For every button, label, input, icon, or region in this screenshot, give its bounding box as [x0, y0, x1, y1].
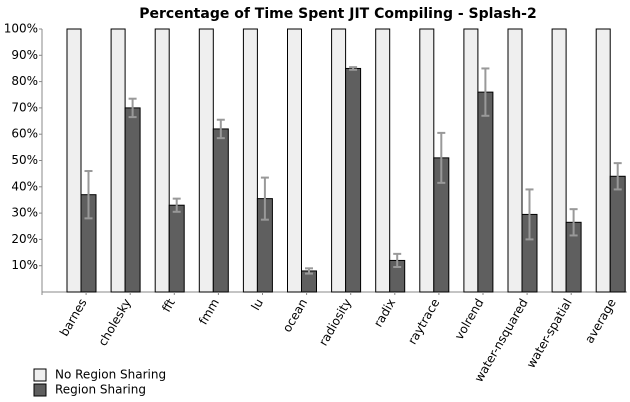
- bar: [212, 128, 229, 293]
- bar: [242, 28, 258, 293]
- y-tick-label: 40%: [11, 179, 38, 193]
- error-bar: [481, 67, 490, 117]
- bar: [198, 28, 214, 293]
- x-tick-label: fft: [159, 296, 178, 314]
- bar: [124, 107, 141, 293]
- error-bar: [84, 170, 93, 220]
- chart-title: Percentage of Time Spent JIT Compiling -…: [139, 6, 536, 22]
- bar: [477, 91, 494, 293]
- x-tick-label: volrend: [452, 296, 487, 342]
- legend-label: No Region Sharing: [55, 368, 166, 382]
- y-tick-label: 30%: [11, 206, 38, 220]
- bar: [507, 28, 523, 293]
- legend-swatch: [33, 383, 47, 397]
- bar: [66, 28, 82, 293]
- bar: [168, 204, 185, 293]
- error-bar: [393, 252, 402, 269]
- error-bar: [525, 188, 534, 241]
- error-bar: [349, 66, 358, 71]
- x-tick-label: ocean: [280, 296, 310, 334]
- y-tick-label: 100%: [4, 22, 38, 36]
- bar: [154, 28, 170, 293]
- y-tick-label: 20%: [11, 232, 38, 246]
- x-tick-label: water-spatial: [524, 296, 575, 370]
- bar: [375, 28, 391, 293]
- x-tick-label: fmm: [196, 296, 222, 327]
- bar: [419, 28, 435, 293]
- legend-label: Region Sharing: [55, 383, 146, 397]
- y-tick-label: 70%: [11, 100, 38, 114]
- legend-swatch: [33, 368, 47, 382]
- error-bar: [437, 131, 446, 184]
- error-bar: [305, 267, 313, 275]
- x-tick-label: radix: [371, 296, 398, 329]
- x-tick-label: cholesky: [96, 296, 134, 348]
- error-bar: [172, 197, 181, 213]
- y-tick-label: 10%: [11, 258, 38, 272]
- y-tick-label: 50%: [11, 153, 38, 167]
- x-tick-label: raytrace: [405, 296, 442, 347]
- bar: [345, 67, 362, 293]
- x-tick-label: average: [582, 296, 619, 346]
- error-bar: [128, 97, 137, 119]
- x-tick-label: lu: [248, 296, 266, 312]
- error-bar: [613, 162, 622, 191]
- x-tick-label: barnes: [57, 296, 90, 338]
- y-tick-label: 80%: [11, 74, 38, 88]
- bar: [110, 28, 126, 293]
- y-tick-label: 60%: [11, 127, 38, 141]
- error-bar: [569, 208, 578, 237]
- y-tick-label: 90%: [11, 48, 38, 62]
- error-bar: [260, 176, 269, 221]
- error-bar: [216, 118, 225, 140]
- bar: [331, 28, 347, 293]
- bar: [609, 175, 626, 293]
- bar: [551, 28, 567, 293]
- bar: [463, 28, 479, 293]
- bar: [287, 28, 302, 293]
- x-tick-label: radiosity: [316, 296, 354, 348]
- bar: [595, 28, 611, 293]
